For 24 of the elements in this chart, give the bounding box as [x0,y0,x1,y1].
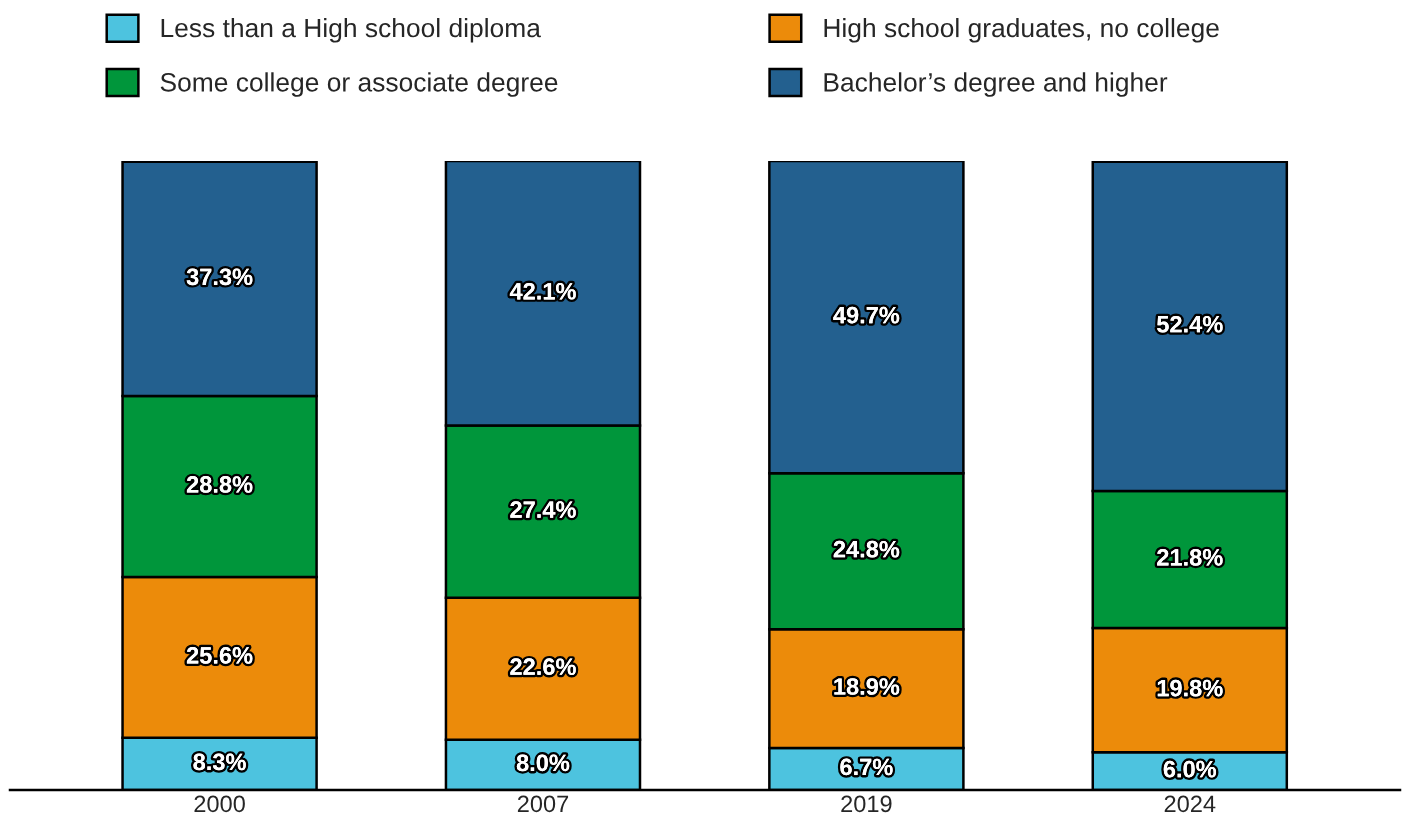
data-label: 22.6% [510,658,576,676]
data-label: 27.4% [510,501,576,518]
x-tick-label: 2007 [517,795,569,813]
data-label: 6.0% [1163,760,1217,778]
data-label: 18.9% [834,678,900,695]
data-label: 6.7% [840,758,893,776]
data-label: 42.1% [509,282,576,300]
data-label: 8.0% [516,754,570,772]
x-tick-label: 2024 [1164,795,1216,813]
data-label: 8.3% [193,753,246,771]
data-label: 49.7% [833,306,900,324]
data-label: 28.8% [186,476,253,493]
legend-label: High school graduates, no college [824,17,1219,43]
data-label: 19.8% [1157,679,1223,697]
data-label: 37.3% [186,268,253,286]
data-label: 25.6% [186,647,253,664]
legend-label: Less than a High school diploma [161,17,541,43]
legend-label: Some college or associate degree [160,72,558,97]
x-tick-label: 2000 [194,795,245,813]
x-tick-label: 2019 [841,795,892,813]
legend-label: Bachelor’s degree and higher [824,72,1168,97]
data-label: 21.8% [1157,549,1223,566]
data-label: 24.8% [833,540,900,558]
data-label: 52.4% [1157,315,1223,333]
